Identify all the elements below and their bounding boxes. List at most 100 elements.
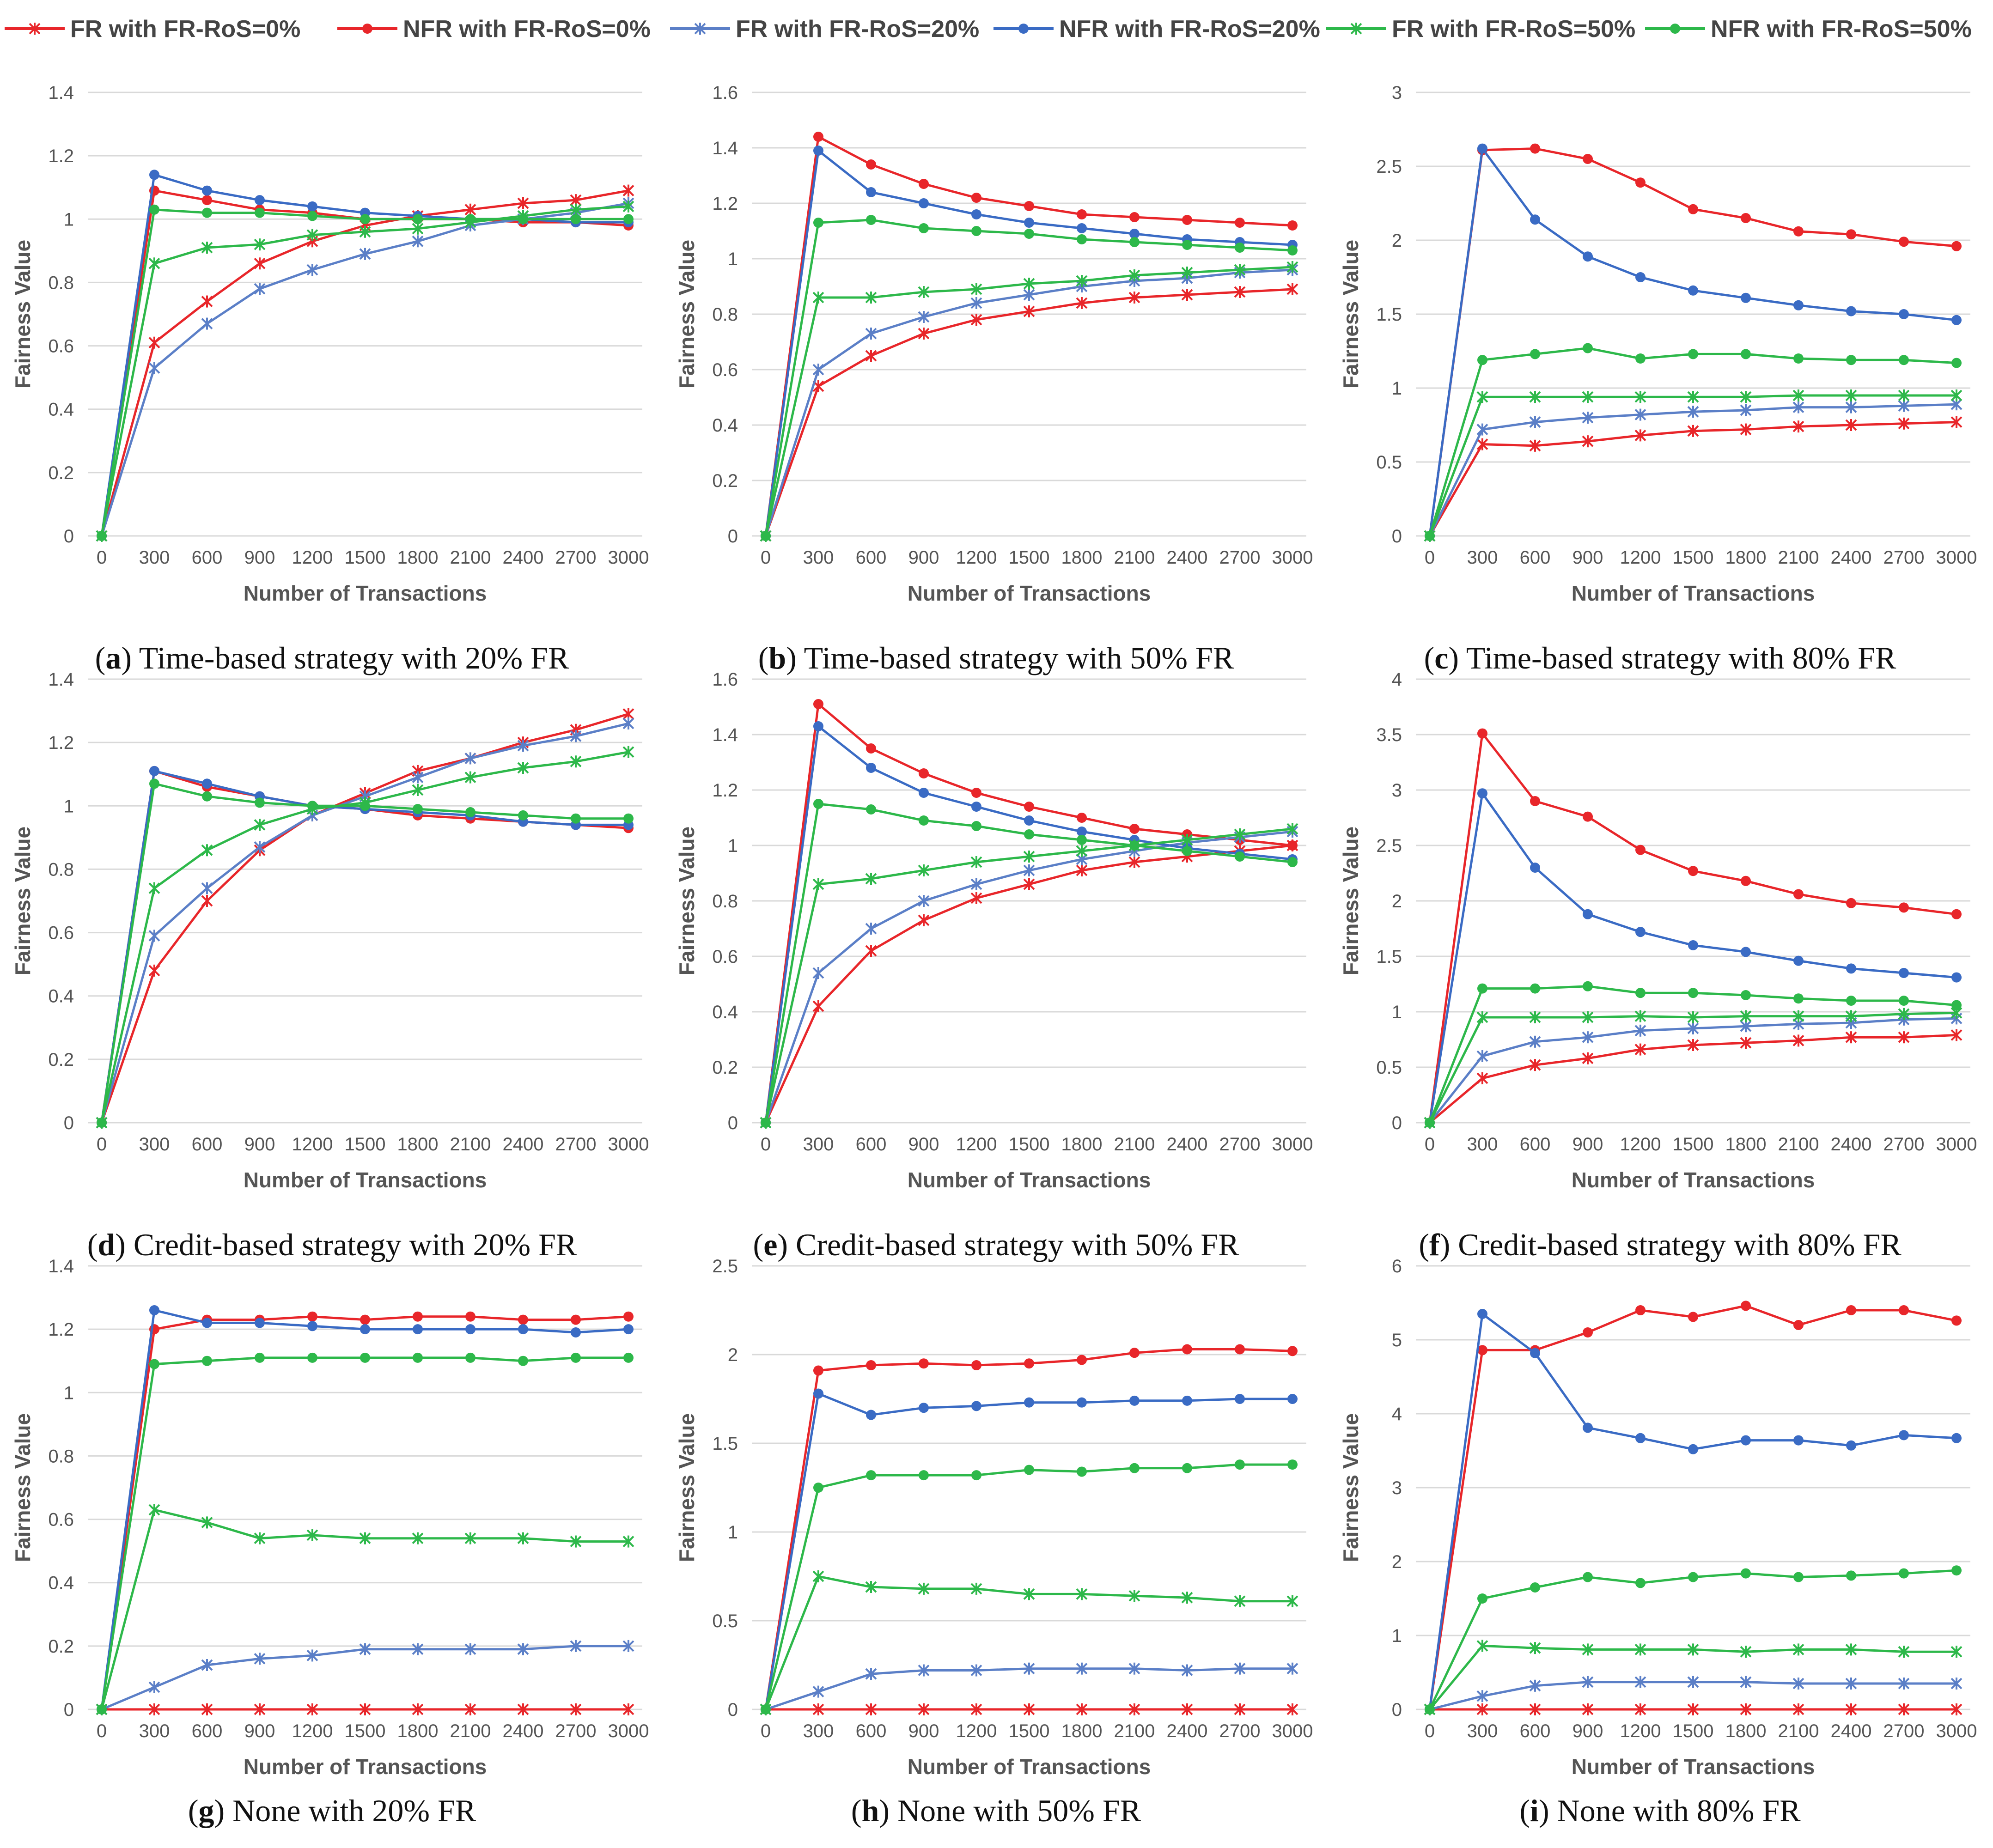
data-point xyxy=(1793,993,1804,1004)
data-point xyxy=(518,810,528,821)
x-tick-label: 300 xyxy=(139,547,170,568)
data-point xyxy=(1530,214,1540,225)
x-tick-label: 900 xyxy=(244,547,275,568)
data-point xyxy=(1235,1459,1245,1470)
data-point xyxy=(1740,423,1752,436)
x-tick-label: 2700 xyxy=(1219,1134,1261,1155)
data-point xyxy=(1687,391,1699,403)
y-tick-label: 1 xyxy=(64,209,74,230)
data-point xyxy=(813,132,823,142)
data-point xyxy=(1477,143,1487,154)
data-point xyxy=(1234,264,1246,276)
chart-svg: 0 0.2 0.4 0.6 0.8 1 1.2 1.4 0 300 600 900 1200 1500 18… xyxy=(11,669,649,1192)
y-tick-label: 0.8 xyxy=(48,1446,74,1466)
x-tick-label: 2700 xyxy=(555,547,597,568)
legend-label: FR with FR-RoS=20% xyxy=(736,16,979,43)
x-axis-title: Number of Transactions xyxy=(908,1755,1151,1779)
x-tick-label: 3000 xyxy=(1936,547,1977,568)
data-point xyxy=(1793,889,1804,900)
legend: FR with FR-RoS=0% NFR with FR-RoS=0% FR wi… xyxy=(5,16,1972,43)
caption-text: Credit-based strategy with 50% FR xyxy=(796,1227,1239,1262)
y-axis-title: Fairness Value xyxy=(675,827,699,975)
data-point xyxy=(464,771,476,784)
y-tick-label: 3.5 xyxy=(1376,725,1402,745)
series-1 xyxy=(760,1703,1298,1715)
series-1 xyxy=(96,184,634,542)
data-point xyxy=(1688,1572,1698,1582)
data-point xyxy=(1951,1315,1962,1326)
data-point xyxy=(518,1324,528,1335)
data-point xyxy=(623,813,634,824)
data-point xyxy=(307,1321,317,1331)
data-point xyxy=(1024,218,1034,228)
data-point xyxy=(464,1532,476,1544)
data-point xyxy=(761,531,771,541)
x-tick-label: 300 xyxy=(139,1721,170,1741)
data-point xyxy=(1635,927,1646,937)
data-point xyxy=(1582,435,1594,448)
y-tick-label: 1.2 xyxy=(48,733,74,753)
series-5 xyxy=(1424,1640,1963,1715)
data-point xyxy=(1129,237,1140,247)
y-tick-label: 1 xyxy=(728,1522,738,1543)
chart-svg: 0 0.2 0.4 0.6 0.8 1 1.2 1.4 0 300 600 900 1200 1500 18… xyxy=(11,83,649,605)
chart-panel-h: 0 0.5 1 1.5 2 2.5 0 300 600 900 1200 1500 1800 2100 24… xyxy=(664,1238,1328,1848)
data-point xyxy=(970,297,982,309)
series-3 xyxy=(96,717,634,1129)
data-point xyxy=(149,766,159,776)
chart-panel-d: 0 0.2 0.4 0.6 0.8 1 1.2 1.4 0 300 600 900 1200 1500 18… xyxy=(0,651,664,1262)
y-tick-label: 0.6 xyxy=(712,947,738,967)
data-point xyxy=(148,964,160,977)
x-tick-label: 1500 xyxy=(345,1721,386,1741)
data-point xyxy=(623,1324,634,1335)
y-tick-label: 0.8 xyxy=(712,304,738,325)
data-point xyxy=(1951,972,1962,983)
y-tick-label: 0.8 xyxy=(48,273,74,293)
data-point xyxy=(1845,1643,1857,1656)
data-point xyxy=(359,1703,371,1715)
x-tick-label: 900 xyxy=(908,547,939,568)
data-point xyxy=(1182,240,1192,250)
data-point xyxy=(1688,988,1698,998)
data-point xyxy=(813,1365,823,1376)
data-point xyxy=(1129,212,1140,222)
data-point xyxy=(1634,1010,1646,1022)
data-point xyxy=(1846,898,1856,908)
y-tick-label: 2 xyxy=(1392,891,1402,912)
data-point xyxy=(623,1311,634,1322)
data-point xyxy=(1741,875,1751,886)
data-point xyxy=(1583,1422,1593,1433)
data-point xyxy=(1845,1010,1857,1022)
chart-svg: 0 0.2 0.4 0.6 0.8 1 1.2 1.4 0 300 600 900 1200 1500 18… xyxy=(11,1256,649,1779)
data-point xyxy=(571,813,581,824)
data-point xyxy=(813,1483,823,1493)
data-point xyxy=(1182,1463,1192,1473)
data-point xyxy=(1583,251,1593,262)
y-tick-label: 1.2 xyxy=(48,146,74,166)
data-point xyxy=(919,768,929,778)
data-point xyxy=(1899,996,1909,1006)
data-point xyxy=(1286,1703,1298,1715)
y-tick-label: 0.6 xyxy=(48,1510,74,1530)
data-point xyxy=(1023,878,1035,890)
data-point xyxy=(255,207,265,218)
x-tick-label: 2400 xyxy=(1831,1721,1872,1741)
y-tick-label: 0 xyxy=(728,1113,738,1133)
legend-item: NFR with FR-RoS=0% xyxy=(337,16,651,43)
data-point xyxy=(1899,309,1909,319)
data-point xyxy=(1129,824,1140,834)
x-axis-title: Number of Transactions xyxy=(244,581,487,605)
data-point xyxy=(1950,1646,1963,1658)
y-tick-label: 3 xyxy=(1392,83,1402,103)
series-line xyxy=(100,189,629,536)
data-point xyxy=(622,717,634,729)
data-point xyxy=(149,170,159,180)
data-point xyxy=(254,1653,266,1665)
x-axis-title: Number of Transactions xyxy=(244,1168,487,1192)
data-point xyxy=(1530,1582,1540,1593)
x-tick-label: 600 xyxy=(1520,1134,1551,1155)
x-tick-label: 2400 xyxy=(1831,547,1872,568)
data-point xyxy=(1898,1646,1910,1658)
series-line xyxy=(100,713,629,1123)
x-tick-label: 300 xyxy=(1467,1134,1498,1155)
